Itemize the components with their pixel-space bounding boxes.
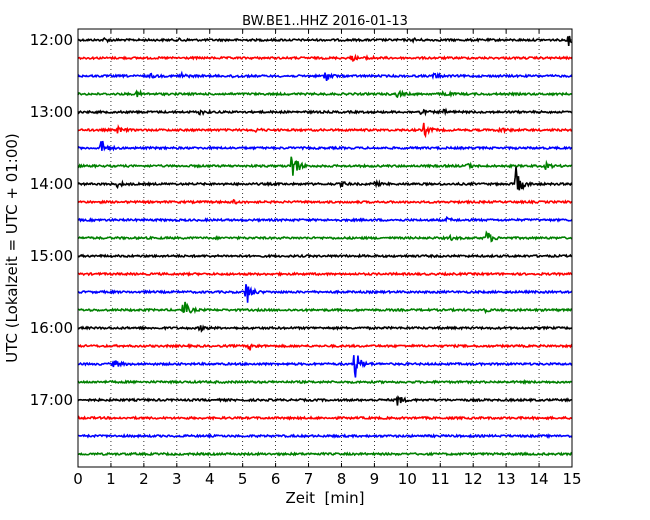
y-axis-label: UTC (Lokalzeit = UTC + 01:00) bbox=[3, 133, 21, 363]
x-tick-label: 12 bbox=[464, 470, 483, 488]
x-axis-label: Zeit [min] bbox=[285, 489, 364, 507]
y-tick-label: 13:00 bbox=[30, 103, 73, 121]
trace-line bbox=[77, 394, 573, 406]
trace-line bbox=[77, 53, 573, 62]
y-axis-ticks: 12:00 13:00 14:00 15:00 16:00 17:00 bbox=[30, 31, 572, 409]
seismogram-traces bbox=[77, 35, 573, 457]
x-tick-label: 7 bbox=[304, 470, 314, 488]
x-axis-ticks: 0 1 2 3 4 5 6 7 8 9 10 11 12 13 14 15 bbox=[73, 29, 582, 488]
x-tick-label: 10 bbox=[398, 470, 417, 488]
x-tick-label: 15 bbox=[562, 470, 581, 488]
y-tick-label: 16:00 bbox=[30, 319, 73, 337]
x-tick-label: 9 bbox=[370, 470, 380, 488]
trace-line bbox=[77, 230, 573, 243]
trace-line bbox=[77, 166, 573, 191]
trace-line bbox=[77, 88, 573, 99]
trace-line bbox=[77, 253, 573, 259]
trace-line bbox=[77, 324, 573, 333]
trace-line bbox=[77, 355, 573, 378]
chart-title: BW.BE1..HHZ 2016-01-13 bbox=[242, 14, 408, 29]
y-tick-label: 15:00 bbox=[30, 247, 73, 265]
trace-line bbox=[77, 198, 573, 205]
x-tick-label: 6 bbox=[271, 470, 281, 488]
trace-line bbox=[77, 35, 573, 46]
x-tick-label: 11 bbox=[431, 470, 450, 488]
x-tick-label: 3 bbox=[172, 470, 182, 488]
trace-line bbox=[77, 415, 573, 421]
y-tick-label: 14:00 bbox=[30, 175, 73, 193]
x-tick-label: 4 bbox=[205, 470, 215, 488]
y-tick-label: 17:00 bbox=[30, 391, 73, 409]
x-tick-label: 0 bbox=[73, 470, 83, 488]
x-tick-label: 13 bbox=[497, 470, 516, 488]
trace-line bbox=[77, 70, 573, 82]
trace-line bbox=[77, 343, 573, 351]
x-tick-label: 1 bbox=[106, 470, 116, 488]
trace-line bbox=[77, 215, 573, 223]
x-tick-label: 2 bbox=[139, 470, 149, 488]
plot-frame bbox=[77, 28, 573, 468]
trace-line bbox=[77, 301, 573, 315]
y-tick-label: 12:00 bbox=[30, 31, 73, 49]
trace-line bbox=[77, 451, 573, 457]
trace-line bbox=[77, 156, 573, 176]
trace-line bbox=[77, 433, 573, 440]
trace-line bbox=[77, 379, 573, 385]
trace-line bbox=[77, 122, 573, 139]
x-tick-label: 8 bbox=[337, 470, 347, 488]
trace-line bbox=[77, 284, 573, 303]
trace-line bbox=[77, 140, 573, 152]
trace-line bbox=[77, 107, 573, 117]
x-tick-label: 14 bbox=[530, 470, 549, 488]
x-tick-label: 5 bbox=[238, 470, 248, 488]
trace-line bbox=[77, 271, 573, 277]
